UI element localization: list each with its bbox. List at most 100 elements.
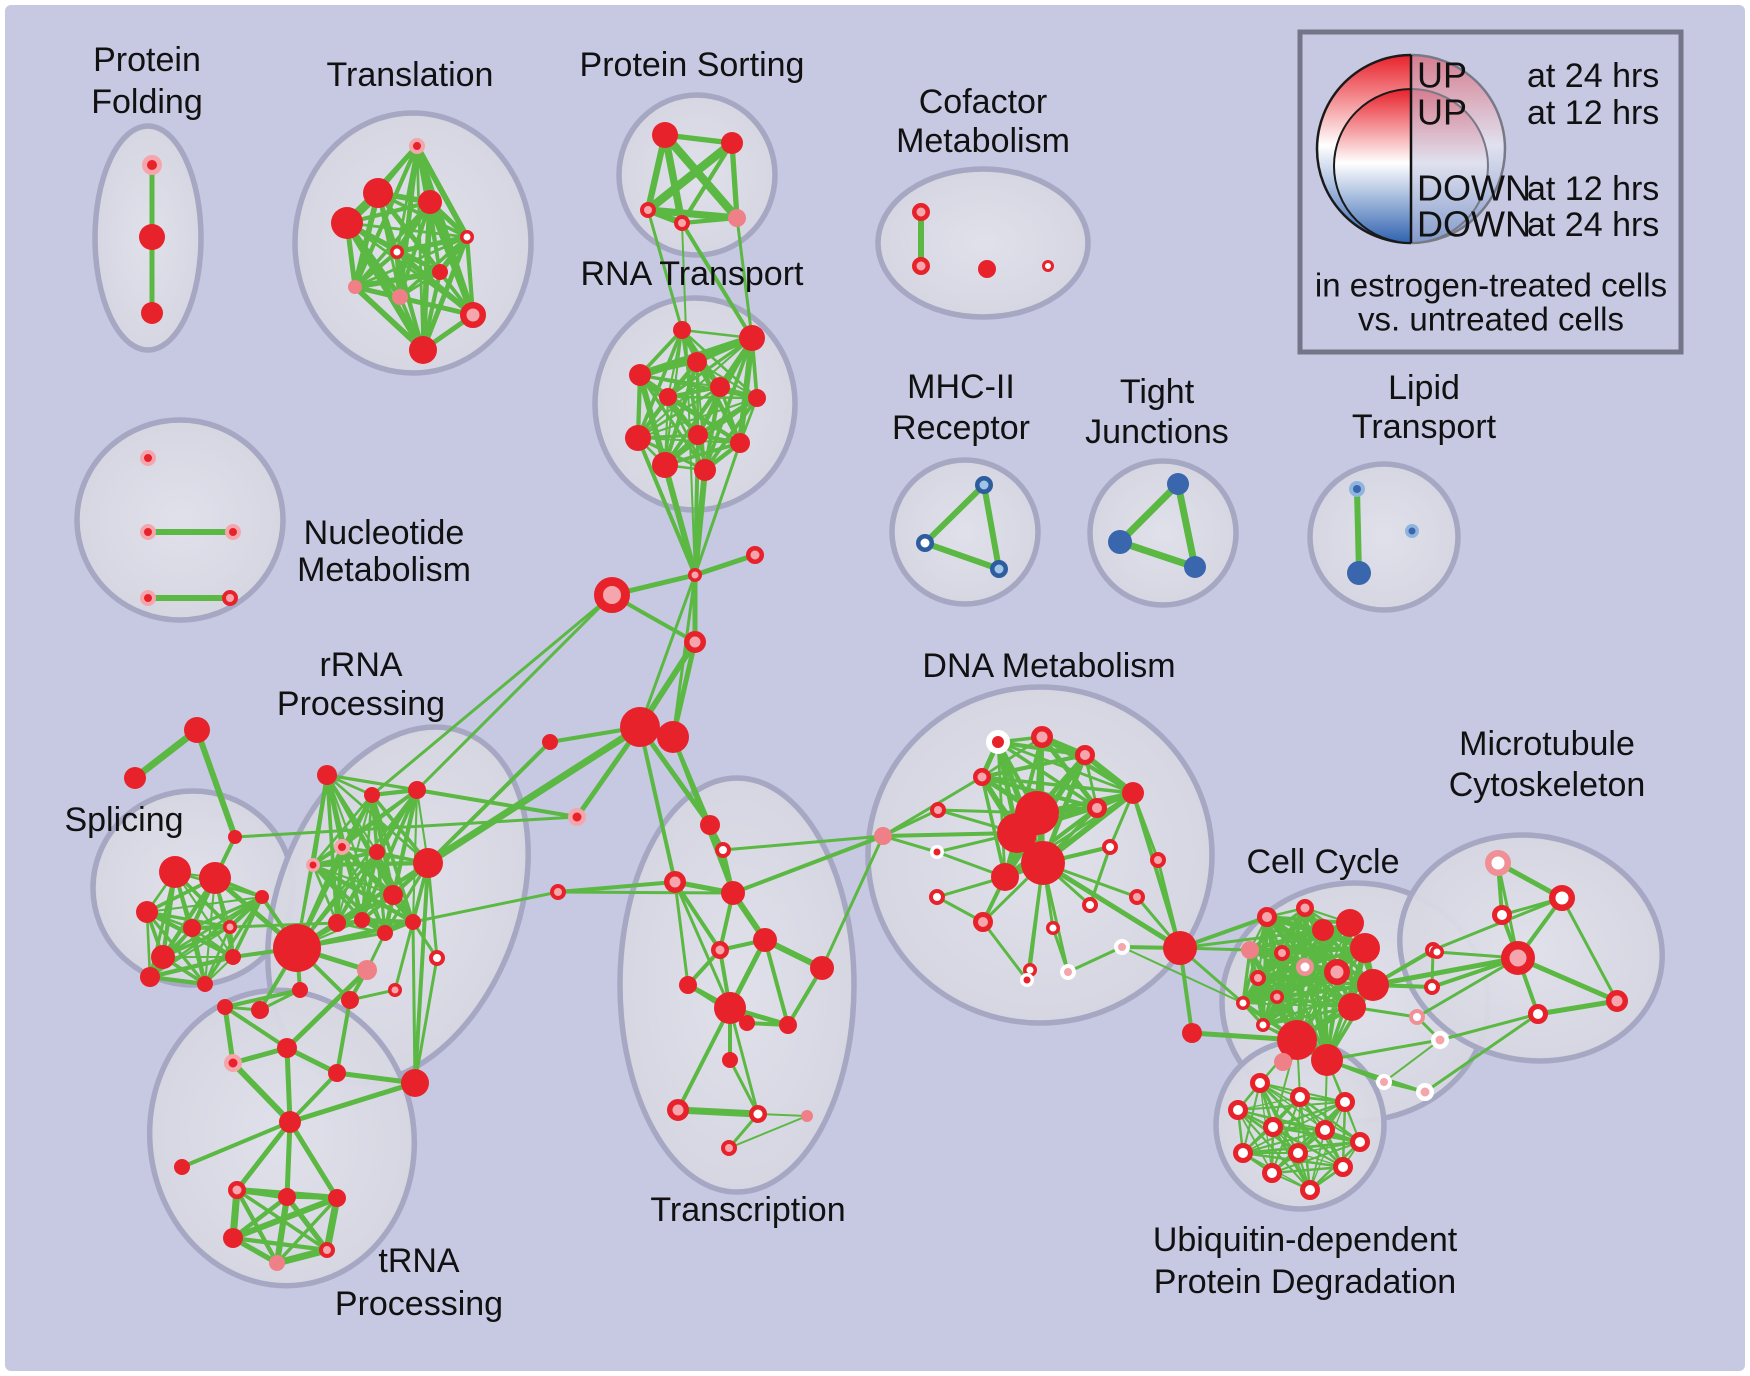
gene-node-translation xyxy=(409,336,437,364)
clique-edge-protein-sorting xyxy=(644,206,741,222)
clique-edge-rna-transport xyxy=(666,336,754,399)
gene-node-trna-processing xyxy=(319,1242,335,1258)
gene-node-dna-metabolism xyxy=(930,845,944,859)
clique-edge-dna-metabolism xyxy=(979,752,1088,780)
cluster-labels: Protein Folding Translation Protein Sorting… xyxy=(64,41,1645,1323)
clique-edge-cell-cycle xyxy=(1241,965,1307,1005)
gene-node-cell-cycle xyxy=(1416,1083,1434,1101)
legend-entry-label: UP xyxy=(1417,55,1467,96)
gene-node-trna-processing xyxy=(328,1189,346,1207)
cluster-label-microtubule-cytoskeleton: Cytoskeleton xyxy=(1449,766,1646,804)
cluster-ellipse-mhc-ii-receptor xyxy=(889,457,1041,607)
clique-edge-trna-processing xyxy=(284,1194,330,1253)
inter-cluster-edge xyxy=(1415,956,1520,1019)
inter-cluster-edge xyxy=(1423,1012,1540,1094)
gene-node-cell-cycle xyxy=(1338,993,1366,1021)
gene-node-cell-cycle xyxy=(1336,909,1364,937)
gene-node-rna-transport xyxy=(673,321,691,339)
clique-edge-cell-cycle xyxy=(1256,976,1354,1009)
edge-trna-processing xyxy=(223,1005,289,1050)
gene-node-rrna-processing xyxy=(377,925,393,941)
gene-node-backbone xyxy=(684,631,706,653)
inter-cluster-edge xyxy=(1121,946,1244,1004)
gene-node-rrna-processing xyxy=(383,885,403,905)
clique-edge-translation xyxy=(414,143,470,240)
cluster-label-transcription: Transcription xyxy=(650,1191,845,1229)
legend-box xyxy=(1297,29,1684,355)
clique-edge-protein-sorting xyxy=(643,138,737,215)
edge-rrna-processing xyxy=(393,920,415,992)
edge-transcription xyxy=(728,1006,760,1116)
gene-node-translation xyxy=(392,289,408,305)
cluster-label-rrna-processing: Processing xyxy=(277,685,445,723)
gene-node-translation xyxy=(409,138,425,154)
cluster-label-rrna-processing: rRNA xyxy=(319,646,402,684)
edge-trna-processing xyxy=(180,1120,292,1169)
cluster-label-translation: Translation xyxy=(327,56,494,94)
gene-node-transcription xyxy=(753,928,777,952)
edge-translation xyxy=(343,219,427,354)
gene-node-cell-cycle xyxy=(1311,1044,1343,1076)
gene-node-splicing xyxy=(225,949,241,965)
gene-node-nucleotide-metabolism xyxy=(140,590,156,606)
cluster-ellipse-cofactor-metabolism xyxy=(875,166,1091,320)
gene-node-rna-transport xyxy=(687,352,707,372)
gene-node-translation xyxy=(460,302,486,328)
edge-trna-processing xyxy=(287,1080,418,1125)
gene-node-cell-cycle xyxy=(1274,945,1290,961)
inter-cluster-edge xyxy=(228,921,339,929)
gene-node-rna-transport xyxy=(730,433,750,453)
gene-node-transcription xyxy=(739,1015,755,1031)
inter-cluster-edge xyxy=(881,834,939,854)
edge-transcription xyxy=(763,938,790,1027)
gene-node-splicing xyxy=(151,945,175,969)
clique-edge-splicing xyxy=(203,876,217,986)
edge-dna-metabolism xyxy=(1066,945,1124,974)
clique-edge-ubiquitin-degradation xyxy=(1270,1165,1345,1175)
gene-node-rrna-processing xyxy=(341,991,359,1009)
gene-node-dna-metabolism xyxy=(1122,782,1144,804)
gene-node-dna-metabolism xyxy=(1114,939,1130,955)
cluster-label-lipid-transport: Lipid xyxy=(1388,369,1460,407)
gene-node-rna-transport xyxy=(688,425,708,445)
inter-cluster-edge xyxy=(693,441,742,577)
gene-node-protein-sorting xyxy=(728,209,746,227)
legend-entry-time: at 12 hrs xyxy=(1527,94,1659,132)
inter-cluster-edge xyxy=(1178,928,1325,950)
gene-node-rrna-processing xyxy=(369,844,385,860)
inter-cluster-edge xyxy=(415,788,579,819)
gene-node-mhc-ii-receptor xyxy=(916,534,934,552)
gene-node-transcription xyxy=(721,1140,737,1156)
edge-transcription xyxy=(674,1106,762,1118)
gene-node-cell-cycle xyxy=(1257,907,1277,927)
clique-edge-protein-sorting xyxy=(679,140,735,226)
gene-node-microtubule-cytoskeleton xyxy=(1549,885,1575,911)
clique-edge-ubiquitin-degradation xyxy=(1236,1100,1347,1112)
gene-node-microtubule-cytoskeleton xyxy=(1430,945,1444,959)
gene-node-transcription xyxy=(801,1110,813,1122)
gene-node-ubiquitin-degradation xyxy=(1290,1087,1310,1107)
clique-edge-rrna-processing xyxy=(359,917,416,925)
gene-node-cell-cycle xyxy=(1277,1020,1317,1060)
gene-node-microtubule-cytoskeleton xyxy=(1606,990,1628,1012)
gene-node-ubiquitin-degradation xyxy=(1233,1143,1253,1163)
gene-node-trna-processing xyxy=(401,1069,429,1097)
gene-node-protein-sorting xyxy=(640,202,656,218)
gene-node-rna-transport xyxy=(739,325,765,351)
clique-edge-ubiquitin-degradation xyxy=(1241,1128,1327,1155)
gene-node-cell-cycle xyxy=(1350,933,1380,963)
gene-node-transcription xyxy=(679,976,697,994)
gene-node-trna-processing xyxy=(174,1159,190,1175)
gene-node-dna-metabolism xyxy=(997,813,1037,853)
cluster-label-protein-sorting: Protein Sorting xyxy=(580,46,805,84)
clique-edge-translation xyxy=(464,234,476,318)
edge-trna-processing xyxy=(284,1045,293,1125)
gene-node-rrna-processing xyxy=(273,924,321,972)
gene-node-splicing xyxy=(255,890,269,904)
gene-node-rrna-processing xyxy=(429,950,445,966)
gene-node-backbone xyxy=(657,721,689,753)
gene-node-trna-processing xyxy=(279,1111,301,1133)
clique-edge-rna-transport xyxy=(638,373,707,472)
